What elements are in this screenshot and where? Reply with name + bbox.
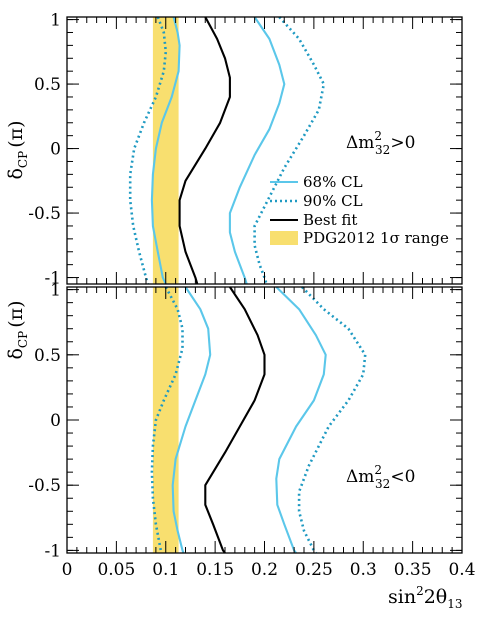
- legend-label-68cl: 68% CL: [303, 173, 363, 191]
- y-tick-label: -0.5: [28, 204, 61, 224]
- x-tick-label: 0.15: [196, 560, 234, 580]
- series-68cl-line-1: [171, 286, 212, 554]
- series-68cl-line-3: [275, 286, 327, 554]
- annotation-top: Δm2 32>0: [346, 129, 415, 157]
- series-90cl-line-4: [297, 286, 367, 554]
- series-best-fit-line-2: [178, 16, 231, 285]
- annotation-bottom: Δm2 32<0: [346, 463, 415, 491]
- x-tick-label: 0.4: [448, 560, 475, 580]
- x-tick-label: 0: [62, 560, 73, 580]
- y-tick-label: 1: [50, 281, 61, 301]
- y-tick-label: -1: [44, 269, 61, 289]
- y-axis-title-top: δCP(π): [5, 120, 30, 179]
- legend: 68% CL 90% CL Best fit PDG2012 1σ range: [270, 173, 449, 247]
- y-tick-label: 0.5: [34, 346, 61, 366]
- series-90cl-line-0: [150, 286, 184, 554]
- x-tick-label: 0.1: [152, 560, 179, 580]
- pdg-band: [152, 17, 179, 284]
- x-axis-title: sin22θ13: [388, 584, 463, 611]
- x-tick-label: 0.05: [97, 560, 135, 580]
- x-tick-label: 0.2: [251, 560, 278, 580]
- legend-label-90cl: 90% CL: [303, 192, 363, 210]
- legend-swatch-pdg: [270, 231, 298, 245]
- x-tick-label: 0.25: [295, 560, 333, 580]
- legend-label-bestfit: Best fit: [303, 211, 357, 229]
- plot-frame: [66, 286, 463, 554]
- x-tick-label: 0.3: [350, 560, 377, 580]
- y-tick-label: 0: [50, 411, 61, 431]
- panel-bottom: -1 -0.5 0 0.5 1 0 0.05 0.1 0.15 0.2 0.25 0.3 0.35 0.4: [28, 281, 475, 580]
- legend-label-pdg: PDG2012 1σ range: [303, 229, 449, 247]
- y-tick-label: -0.5: [28, 476, 61, 496]
- series-68cl-line-3: [228, 16, 286, 285]
- series-68cl-line-1: [150, 16, 181, 285]
- y-tick-label: 0: [50, 140, 61, 160]
- panel-top: -1 -0.5 0 0.5 1: [28, 11, 463, 289]
- y-tick-label: 1: [50, 11, 61, 31]
- y-tick-label: -1: [44, 541, 61, 561]
- y-axis-title-bottom: δCP(π): [5, 300, 30, 359]
- x-tick-label: 0.35: [394, 560, 432, 580]
- y-tick-label: 0.5: [34, 75, 61, 95]
- series-best-fit-line-2: [204, 286, 266, 554]
